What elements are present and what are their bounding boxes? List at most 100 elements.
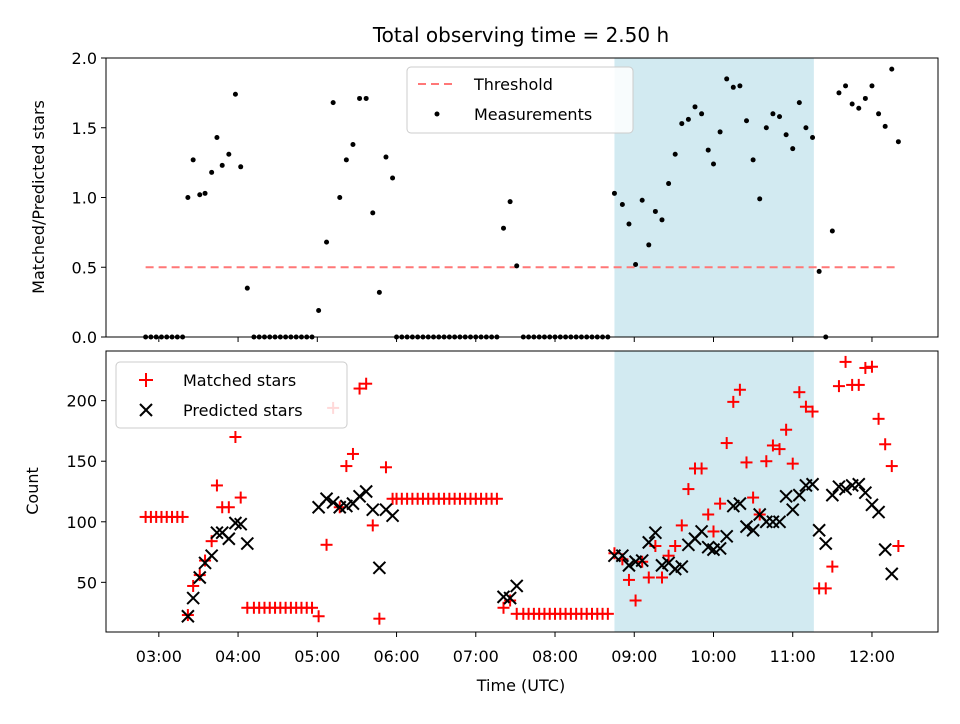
measurement-point [724,76,730,82]
x-tick-label: 05:00 [294,647,340,666]
measurement-point [849,101,855,107]
matched-star-point [187,579,200,592]
predicted-star-point [825,488,840,502]
measurement-point [679,121,685,127]
x-tick-label: 03:00 [136,647,182,666]
predicted-star-point [359,484,373,499]
measurement-point [882,123,888,129]
predicted-star-point [871,505,886,519]
matched-star-point [312,610,325,623]
top-legend: Threshold Measurements [406,66,634,134]
predicted-star-point [648,525,663,540]
bottom-legend: Matched stars Predicted stars [115,361,348,429]
predicted-star-point [204,548,219,563]
y-tick-label: 0.5 [72,258,97,277]
legend-matched-label: Matched stars [183,371,296,390]
measurement-point [185,195,191,200]
measurement-point [244,285,250,291]
y-tick-label: 1.5 [72,119,97,138]
top-panel: 0.00.51.01.52.0 Matched/Predicted stars … [29,49,939,347]
measurement-point [370,210,376,216]
matched-star-point [885,460,898,473]
measurement-point [829,228,835,234]
predicted-star-point [385,509,400,523]
matched-star-point [819,582,832,595]
measurement-point [666,181,672,187]
matched-star-point [702,508,715,521]
predicted-star-point [372,561,387,575]
measurement-point [639,197,645,203]
matched-star-point [799,400,812,413]
y-tick-label: 150 [66,452,97,471]
matched-star-point [859,361,872,374]
measurement-point [757,196,763,202]
matched-star-point [740,456,753,469]
matched-star-point [786,457,799,470]
predicted-star-point [772,515,787,529]
measurement-point [803,125,809,131]
predicted-star-point [838,482,853,496]
measurement-point [316,307,322,313]
measurement-point [232,91,238,97]
measurement-point [836,90,842,96]
matched-star-point [642,571,655,584]
matched-star-point [733,383,746,396]
matched-star-point [865,360,878,373]
predicted-star-point [326,495,340,510]
matched-star-point [780,423,793,436]
predicted-star-point [366,502,380,517]
predicted-star-point [181,609,195,623]
measurement-point [501,225,507,231]
matched-star-point [760,455,773,468]
matched-star-point [629,594,642,607]
measurement-point [324,239,330,245]
predicted-star-point [852,477,866,491]
measurement-point [692,104,698,110]
matched-star-point [234,491,247,504]
bottom-panel: 50 100 150 200 Count Matched stars Predicte… [23,350,939,633]
x-tick-label: 07:00 [453,647,499,666]
predicted-star-point [352,489,367,504]
predicted-star-point [694,524,709,539]
predicted-star-point [503,591,517,605]
measurement-point [672,151,678,157]
measurement-point [790,146,796,152]
y-tick-label: 0.0 [72,328,97,347]
top-y-axis-label: Matched/Predicted stars [29,100,48,294]
measurement-point [219,162,225,168]
matched-star-point [360,377,373,390]
predicted-star-point [779,489,793,504]
predicted-star-point [792,488,807,502]
matched-star-point [373,612,386,625]
measurement-point [796,100,802,106]
measurement-point [238,164,244,170]
predicted-star-point [812,523,826,537]
matched-star-point [826,560,839,573]
y-tick-label: 200 [66,392,97,411]
measurement-point [226,151,232,157]
measurement-point [214,135,220,141]
x-tick-label: 06:00 [373,647,419,666]
measurement-point [197,192,203,198]
predicted-star-point [858,486,873,500]
measurement-point [810,135,816,141]
matched-star-point [669,540,682,553]
matched-star-point [353,382,366,395]
measurement-point [646,242,652,248]
measurement-point [705,147,711,153]
matched-star-point [340,460,353,473]
predicted-star-point [319,492,334,506]
y-tick-label: 2.0 [72,49,97,68]
predicted-star-point [240,536,255,551]
x-tick-label: 11:00 [770,647,816,666]
measurement-point [337,195,343,200]
measurement-point [652,208,658,214]
measurement-point [869,83,875,89]
legend-threshold-label: Threshold [473,75,553,94]
matched-star-point [222,501,235,514]
predicted-star-point [713,541,727,556]
matched-star-point [662,549,675,562]
x-tick-label: 08:00 [532,647,578,666]
measurement-point [202,190,208,196]
